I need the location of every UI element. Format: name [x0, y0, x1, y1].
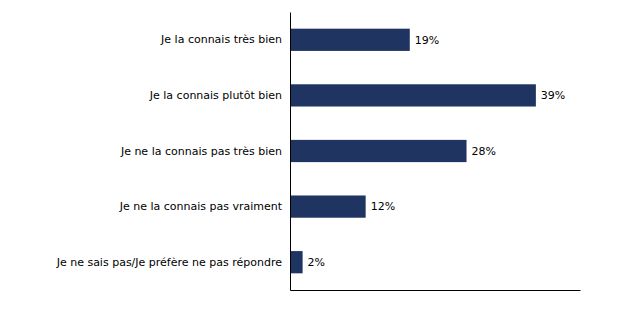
x-axis — [291, 290, 581, 291]
data-label: 19% — [415, 34, 439, 47]
data-labels: 19% 39% 28% 12% 2% — [308, 34, 566, 269]
y-tick: Je ne la connais pas vraiment — [119, 200, 290, 213]
y-tick-label: Je la connais plutôt bien — [149, 89, 282, 102]
data-label: 12% — [371, 200, 395, 213]
y-axis-line — [290, 13, 291, 291]
y-tick-label: Je ne la connais pas vraiment — [119, 200, 283, 213]
bar — [290, 29, 410, 51]
bars — [290, 29, 536, 274]
data-label: 39% — [541, 89, 565, 102]
y-tick: Je ne la connais pas très bien — [120, 145, 290, 158]
bar — [290, 140, 467, 162]
data-label: 2% — [308, 256, 325, 269]
y-tick-label: Je la connais très bien — [160, 33, 282, 46]
y-tick-label: Je ne la connais pas très bien — [120, 145, 282, 158]
y-tick: Je la connais très bien — [160, 33, 290, 46]
chart: Je la connais très bien Je la connais plu… — [0, 0, 624, 310]
bar — [290, 195, 366, 217]
y-axis: Je la connais très bien Je la connais plu… — [56, 13, 291, 291]
data-label: 28% — [472, 145, 496, 158]
bar — [290, 84, 536, 106]
y-tick: Je ne sais pas/Je préfère ne pas répondr… — [56, 256, 290, 269]
bar — [290, 251, 303, 273]
plot: Je la connais très bien Je la connais plu… — [56, 13, 581, 291]
x-axis-line — [291, 290, 581, 291]
y-tick: Je la connais plutôt bien — [149, 89, 290, 102]
y-tick-label: Je ne sais pas/Je préfère ne pas répondr… — [56, 256, 283, 269]
